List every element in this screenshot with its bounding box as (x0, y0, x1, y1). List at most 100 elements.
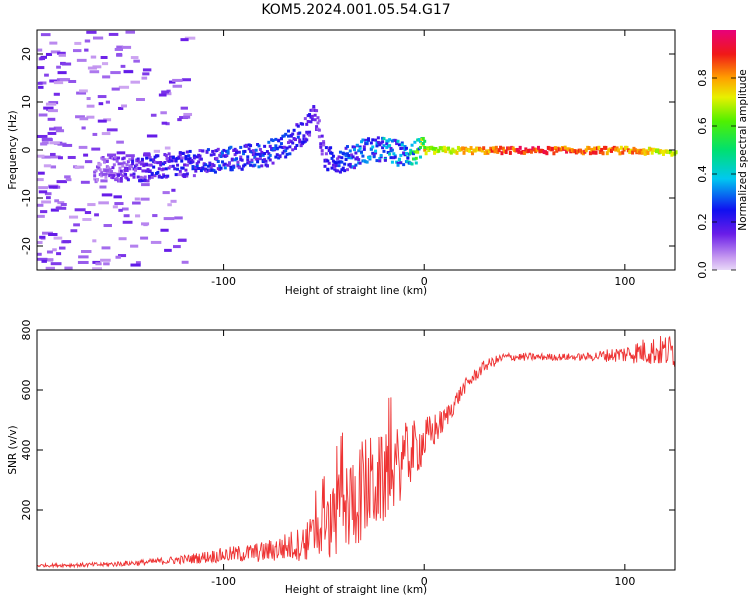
heatmap-cell (95, 262, 102, 266)
heatmap-cell (40, 210, 48, 214)
heatmap-cell (305, 122, 309, 126)
heatmap-cell (114, 156, 118, 160)
heatmap-cell (308, 130, 312, 134)
heatmap-cell (604, 145, 608, 150)
heatmap-cell (177, 118, 182, 122)
heatmap-cell (169, 164, 173, 168)
heatmap-cell (49, 141, 60, 145)
heatmap-cell (108, 174, 116, 178)
heatmap-cell (176, 167, 180, 171)
heatmap-cell (73, 223, 80, 227)
heatmap-cell (389, 147, 393, 151)
heatmap-cell (153, 160, 157, 164)
heatmap-cell (215, 156, 219, 160)
heatmap-cell (545, 151, 549, 156)
heatmap-cell (279, 142, 283, 146)
heatmap-cell (487, 149, 491, 154)
heatmap-cell (50, 50, 61, 54)
heatmap-cell (229, 165, 233, 169)
heatmap-cell (563, 145, 567, 150)
heatmap-cell (113, 195, 122, 199)
heatmap-cell (104, 169, 108, 173)
heatmap-cell (378, 157, 382, 161)
heatmap-cell (264, 159, 268, 163)
heatmap-cell (236, 160, 240, 164)
figure-title: KOM5.2024.001.05.54.G17 (261, 2, 450, 18)
heatmap-cell (84, 160, 93, 164)
heatmap-cell (116, 45, 124, 49)
snr-y-tick-label: 400 (20, 440, 33, 461)
heatmap-cell (128, 158, 132, 162)
heatmap-cell (232, 165, 236, 169)
heatmap-cell (294, 138, 298, 142)
heatmap-cell (169, 155, 173, 159)
heatmap-cell (352, 145, 356, 149)
heatmap-cell (43, 106, 54, 110)
heatmap-cell (76, 91, 87, 95)
heatmap-cell (282, 145, 286, 149)
heatmap-cell (58, 246, 66, 250)
heatmap-cell (263, 144, 267, 148)
heatmap-cell (43, 164, 52, 168)
heatmap-cell (145, 163, 149, 167)
heatmap-cell (156, 161, 160, 165)
heatmap-cell (646, 150, 650, 155)
heatmap-cell (178, 169, 182, 173)
heatmap-cell (352, 148, 356, 152)
heatmap-cell (79, 117, 89, 121)
heatmap-cell (470, 151, 474, 156)
heatmap-cell (296, 135, 300, 139)
colorbar-gradient (712, 30, 736, 270)
heatmap-cell (357, 149, 361, 153)
heatmap-cell (369, 147, 373, 151)
heatmap-cell (274, 144, 278, 148)
heatmap-cell (254, 148, 258, 152)
heatmap-cell (119, 169, 123, 173)
heatmap-cell (173, 245, 181, 249)
heatmap-cell (182, 115, 191, 119)
heatmap-cell (271, 139, 275, 143)
heatmap-cell (195, 155, 199, 159)
snr-panel: -100 0 100 200 400 600 800 Height of straight… (7, 320, 676, 596)
heatmap-cell (522, 150, 526, 155)
heatmap-cell (54, 199, 60, 203)
heatmap-cell (131, 157, 135, 161)
heatmap-cell (643, 151, 647, 156)
heatmap-cell (404, 146, 408, 150)
heatmap-cell (369, 141, 373, 145)
heatmap-cell (392, 152, 396, 156)
heatmap-cell (591, 150, 595, 155)
heatmap-cell (263, 158, 267, 162)
heatmap-cell (115, 255, 121, 259)
heatmap-cell (656, 148, 660, 153)
heatmap-cell (423, 145, 427, 149)
heatmap-cell (142, 68, 152, 72)
heatmap-cell (93, 177, 97, 181)
heatmap-cell (38, 190, 48, 194)
heatmap-cell (413, 140, 417, 144)
heatmap-cell (345, 168, 349, 172)
heatmap-cell (37, 154, 45, 158)
heatmap-cell (382, 144, 386, 148)
heatmap-cell (267, 156, 271, 160)
heatmap-cell (358, 146, 362, 150)
heatmap-cell (101, 172, 105, 176)
heatmap-cell (209, 166, 213, 170)
heatmap-cell (490, 148, 494, 153)
heatmap-cell (305, 138, 309, 142)
heatmap-x-tick-label: 0 (421, 275, 428, 288)
heatmap-cell (326, 159, 330, 163)
heatmap-cell (424, 151, 428, 156)
heatmap-cell (95, 178, 99, 182)
heatmap-cell (123, 214, 130, 218)
heatmap-cell (621, 150, 625, 155)
heatmap-cell (226, 149, 230, 153)
heatmap-cell (125, 154, 135, 158)
heatmap-cell (159, 163, 163, 167)
heatmap-cell (133, 168, 137, 172)
heatmap-cell (168, 80, 176, 84)
heatmap-cell (455, 150, 459, 155)
heatmap-cell (108, 168, 112, 172)
heatmap-cell (107, 153, 117, 157)
heatmap-cell (170, 199, 177, 203)
